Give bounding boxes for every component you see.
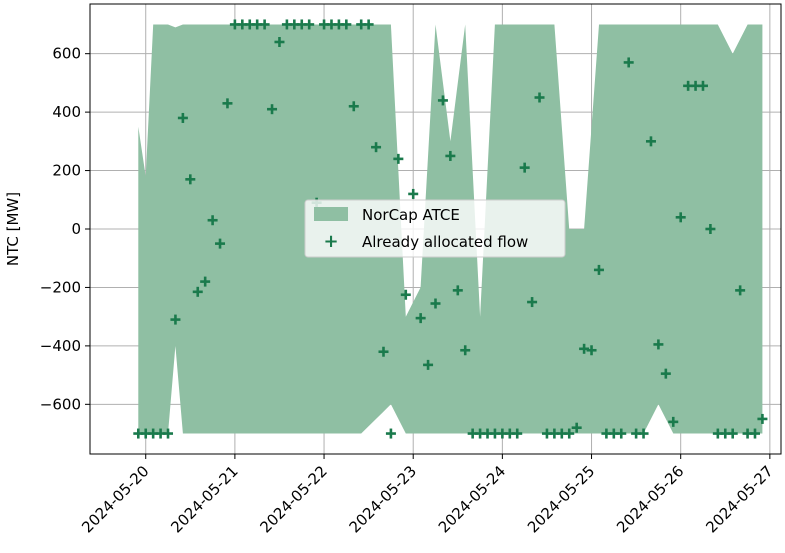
y-tick-label: 0	[71, 220, 81, 238]
allocated-flow-point	[579, 343, 590, 354]
allocated-flow-point	[423, 359, 434, 370]
allocated-flow-point	[527, 297, 538, 308]
allocated-flow-point	[727, 428, 738, 439]
allocated-flow-point	[400, 289, 411, 300]
allocated-flow-scatter-layer	[133, 19, 768, 439]
allocated-flow-point	[519, 162, 530, 173]
allocated-flow-point	[304, 19, 315, 30]
allocated-flow-point	[653, 339, 664, 350]
x-tick-label: 2024-05-26	[613, 462, 687, 536]
legend-label-allocated-flow: Already allocated flow	[362, 233, 528, 251]
allocated-flow-point	[371, 142, 382, 153]
allocated-flow-point	[363, 19, 374, 30]
legend-label-norcap-atce: NorCap ATCE	[362, 206, 460, 224]
legend-area-swatch	[314, 207, 348, 221]
allocated-flow-point	[185, 174, 196, 185]
y-tick-label: −200	[40, 278, 81, 296]
allocated-flow-point	[623, 57, 634, 68]
x-tick-label: 2024-05-22	[256, 462, 330, 536]
allocated-flow-point	[385, 428, 396, 439]
x-axis-ticks: 2024-05-20 2024-05-21 2024-05-22 2024-05-23…	[78, 454, 777, 536]
allocated-flow-point	[638, 428, 649, 439]
y-tick-label: −400	[40, 337, 81, 355]
x-tick-label: 2024-05-21	[167, 462, 241, 536]
allocated-flow-point	[645, 136, 656, 147]
allocated-flow-point	[616, 428, 627, 439]
allocated-flow-point	[705, 224, 716, 234]
y-axis-label: NTC [MW]	[4, 192, 22, 266]
legend-plus-marker: +	[323, 231, 338, 252]
allocated-flow-point	[452, 285, 463, 296]
allocated-flow-point	[675, 212, 686, 223]
allocated-flow-point	[222, 98, 233, 109]
allocated-flow-point	[697, 80, 708, 91]
allocated-flow-point	[586, 345, 597, 356]
x-tick-label: 2024-05-27	[702, 462, 776, 536]
allocated-flow-point	[215, 238, 226, 249]
x-tick-label: 2024-05-23	[346, 462, 420, 536]
allocated-flow-point	[192, 286, 203, 297]
y-tick-label: 600	[52, 45, 81, 63]
allocated-flow-point	[512, 428, 523, 439]
allocated-flow-point	[341, 19, 352, 30]
allocated-flow-point	[445, 150, 456, 161]
allocated-flow-point	[437, 95, 448, 106]
allocated-flow-point	[660, 368, 671, 379]
allocated-flow-point	[757, 413, 768, 424]
y-tick-label: 400	[52, 103, 81, 121]
y-tick-label: −600	[40, 395, 81, 413]
x-tick-label: 2024-05-25	[524, 462, 598, 536]
legend: NorCap ATCE + Already allocated flow	[304, 199, 566, 258]
y-axis-ticks: −600 −400 −200 0 200 400 600	[40, 45, 90, 413]
allocated-flow-point	[378, 346, 389, 357]
x-tick-label: 2024-05-24	[435, 462, 509, 536]
allocated-flow-point	[735, 285, 746, 296]
allocated-flow-point	[393, 153, 404, 164]
allocated-flow-point	[571, 422, 582, 433]
legend-box	[304, 199, 566, 258]
allocated-flow-point	[749, 428, 760, 439]
y-tick-label: 200	[52, 162, 81, 180]
allocated-flow-point	[163, 428, 174, 439]
allocated-flow-point	[259, 19, 270, 30]
allocated-flow-point	[170, 314, 181, 325]
allocated-flow-point	[668, 416, 679, 427]
allocated-flow-point	[593, 264, 604, 275]
allocated-flow-point	[267, 104, 278, 115]
x-tick-label: 2024-05-20	[78, 462, 152, 536]
allocated-flow-point	[348, 101, 359, 112]
allocated-flow-point	[415, 313, 426, 324]
allocated-flow-point	[200, 276, 211, 287]
allocated-flow-point	[564, 428, 575, 439]
allocated-flow-point	[534, 92, 545, 103]
allocated-flow-point	[207, 215, 218, 226]
allocated-flow-point	[274, 36, 285, 47]
allocated-flow-point	[408, 188, 419, 199]
allocated-flow-point	[177, 112, 188, 123]
allocated-flow-point	[430, 298, 441, 309]
allocated-flow-point	[460, 345, 471, 356]
